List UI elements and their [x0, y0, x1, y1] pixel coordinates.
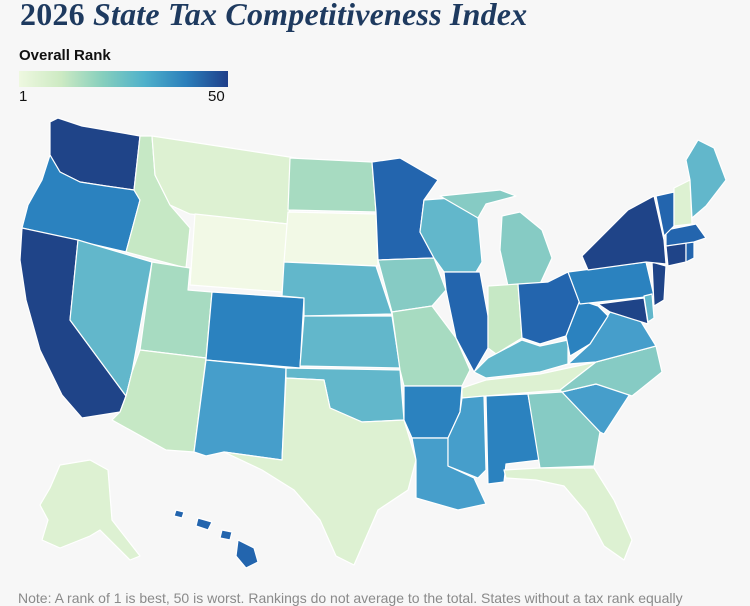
state-new-mexico[interactable] [193, 359, 287, 461]
state-massachusetts[interactable] [665, 223, 707, 247]
state-indiana[interactable] [487, 283, 523, 355]
title-year: 2026 [20, 0, 85, 32]
state-mississippi[interactable] [447, 395, 487, 479]
legend-color-scale [19, 71, 228, 87]
state-kansas[interactable] [299, 315, 401, 369]
state-delaware[interactable] [643, 293, 655, 323]
state-texas[interactable] [223, 377, 417, 566]
state-georgia[interactable] [527, 391, 601, 469]
title-text: State Tax Competitiveness Index [93, 0, 528, 32]
state-maryland[interactable] [597, 297, 649, 325]
state-new-jersey[interactable] [651, 261, 667, 307]
state-south-dakota[interactable] [283, 211, 379, 267]
legend-max-label: 50 [208, 88, 225, 105]
state-maine[interactable] [685, 139, 727, 219]
map-title: 2026 State Tax Competitiveness Index [20, 0, 527, 33]
state-north-dakota[interactable] [287, 157, 377, 213]
state-new-york[interactable] [581, 195, 667, 271]
state-hawaii[interactable] [173, 509, 259, 569]
legend-min-label: 1 [19, 88, 28, 105]
state-florida[interactable] [503, 467, 633, 561]
legend-label: Overall Rank [19, 47, 111, 64]
state-pennsylvania[interactable] [567, 261, 655, 305]
state-colorado[interactable] [205, 291, 305, 369]
state-alaska[interactable] [39, 459, 141, 561]
state-michigan[interactable] [439, 189, 553, 287]
state-rhode-island[interactable] [685, 241, 695, 263]
state-new-hampshire[interactable] [673, 179, 693, 227]
state-wyoming[interactable] [189, 213, 289, 293]
footnote: Note: A rank of 1 is best, 50 is worst. … [18, 590, 683, 606]
state-illinois[interactable] [443, 271, 489, 373]
state-missouri[interactable] [391, 305, 471, 387]
state-iowa[interactable] [377, 257, 447, 313]
